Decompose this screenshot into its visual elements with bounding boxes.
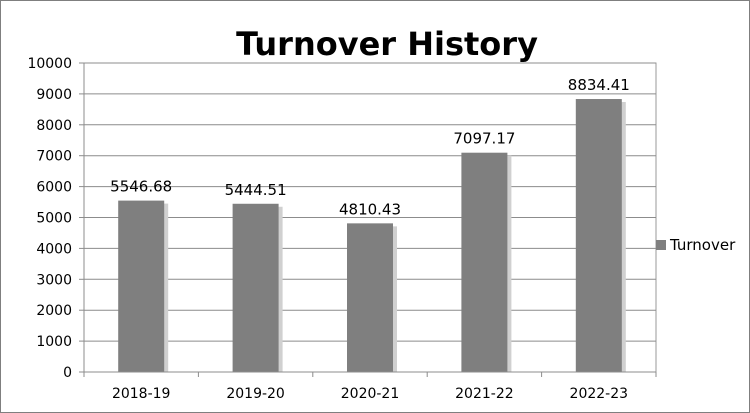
- y-tick-label: 6000: [36, 180, 72, 196]
- data-label: 4810.43: [339, 200, 401, 218]
- legend: Turnover: [656, 236, 736, 254]
- data-label: 5546.68: [110, 178, 172, 196]
- chart-title: Turnover History: [236, 25, 538, 63]
- y-tick-label: 10000: [27, 56, 72, 72]
- bars: [118, 99, 626, 373]
- bar-2020-21: [347, 223, 393, 372]
- bar-2019-20: [232, 203, 279, 372]
- y-tick-label: 1000: [36, 334, 72, 350]
- y-tick-label: 5000: [36, 211, 72, 227]
- y-tick-label: 0: [63, 365, 72, 381]
- y-tick-label: 4000: [36, 241, 72, 257]
- y-axis: 0 1000 2000 3000 4000 5000 6000 7000 8000 9000 100…: [27, 56, 85, 381]
- data-label: 5444.51: [225, 181, 287, 199]
- x-tick-label: 2018-19: [112, 386, 171, 402]
- x-axis: 2018-19 2019-20 2020-21 2021-22 2022-23: [83, 371, 657, 402]
- bar-2022-23: [575, 99, 622, 373]
- x-tick-label: 2022-23: [570, 386, 629, 402]
- y-tick-label: 9000: [36, 87, 72, 103]
- data-labels: 5546.68 5444.51 4810.43 7097.17 8834.41: [110, 76, 630, 218]
- y-tick-label: 2000: [36, 303, 72, 319]
- x-tick-label: 2020-21: [341, 386, 400, 402]
- x-tick-label: 2021-22: [455, 386, 514, 402]
- y-tick-label: 3000: [36, 272, 72, 288]
- y-tick-label: 8000: [36, 118, 72, 134]
- legend-swatch: [656, 240, 666, 250]
- x-tick-label: 2019-20: [226, 386, 285, 402]
- bar-2018-19: [118, 200, 165, 372]
- legend-label: Turnover: [669, 236, 736, 254]
- data-label: 7097.17: [453, 130, 515, 148]
- data-label: 8834.41: [568, 76, 630, 94]
- bar-2021-22: [461, 152, 508, 372]
- y-tick-label: 7000: [36, 149, 72, 165]
